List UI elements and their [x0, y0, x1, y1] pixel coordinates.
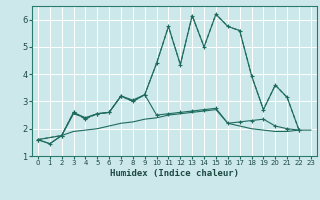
X-axis label: Humidex (Indice chaleur): Humidex (Indice chaleur): [110, 169, 239, 178]
